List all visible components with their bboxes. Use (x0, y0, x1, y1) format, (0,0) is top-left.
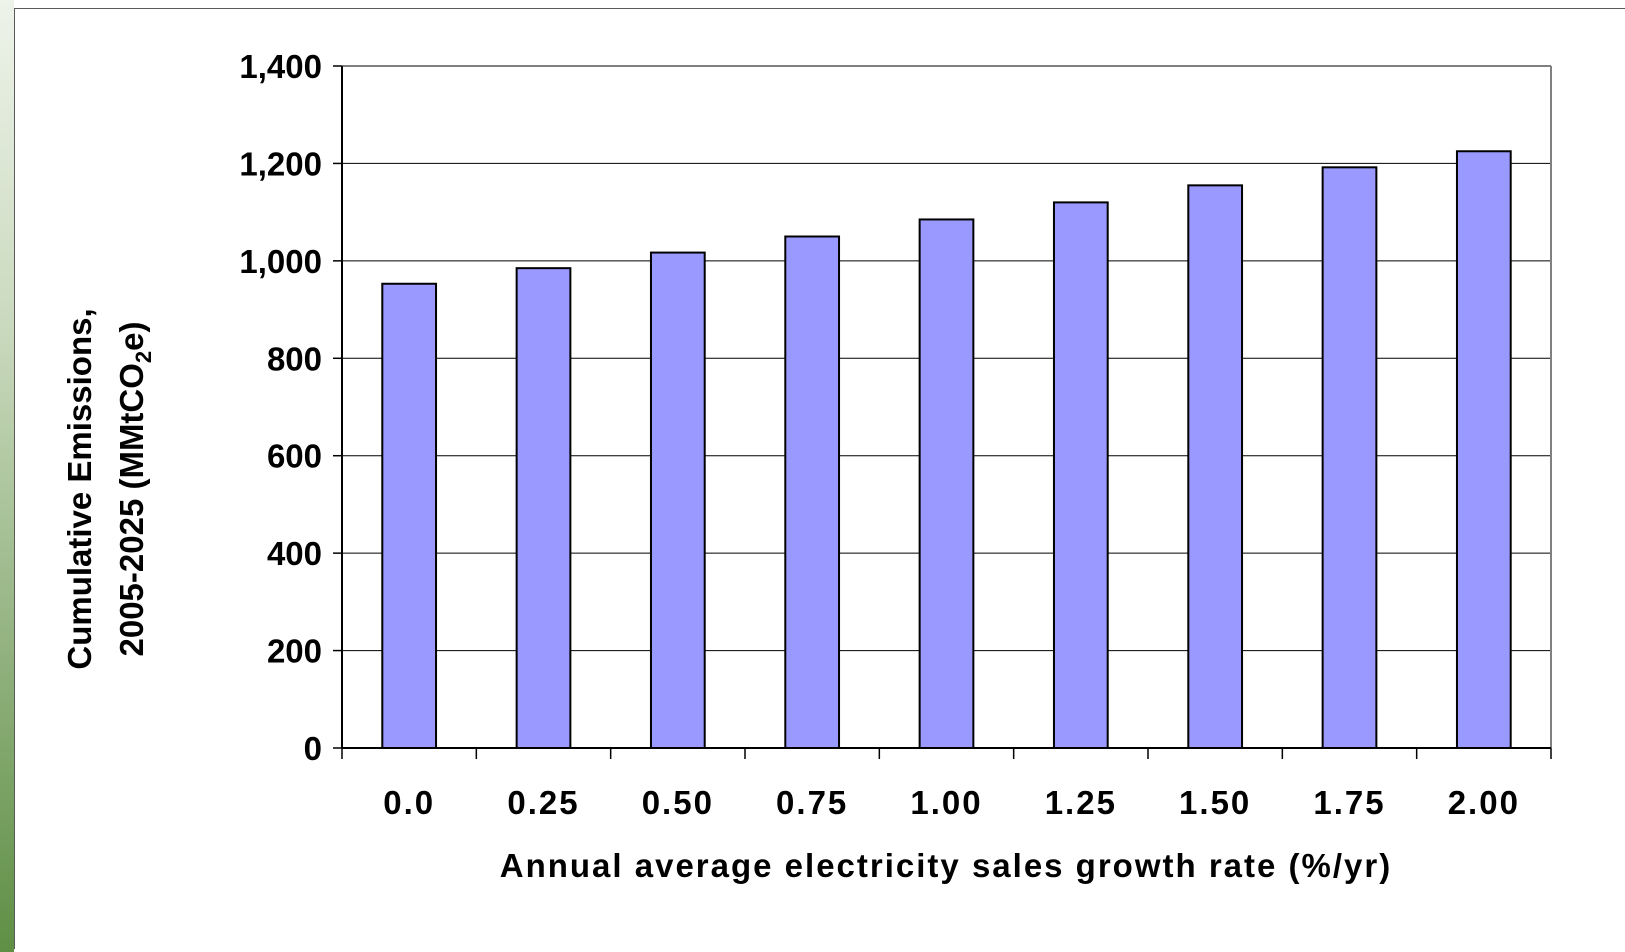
x-tick-label: 1.75 (1313, 784, 1385, 821)
bar (381, 282, 438, 749)
x-tick-label: 1.25 (1045, 784, 1117, 821)
y-tick-label: 0 (304, 730, 322, 767)
y-axis-label-line2-suffix: e) (113, 321, 150, 350)
chart-frame: 0 200 400 600 800 1,000 1,200 1,400 0.0 0.25 0.50… (14, 8, 1625, 949)
decorative-side-stripe (0, 0, 14, 952)
axes (333, 65, 1552, 759)
y-tick-label: 400 (267, 535, 322, 572)
bar (918, 218, 975, 749)
x-tick-label: 1.50 (1179, 784, 1251, 821)
x-tick-label: 0.25 (507, 784, 579, 821)
y-axis-label-line1: Cumulative Emissions, (61, 308, 98, 669)
y-axis-label-line2-prefix: 2005-2025 (MMtCO (113, 363, 150, 656)
y-axis-label-line2: 2005-2025 (MMtCO2e) (113, 321, 156, 656)
x-tick-labels: 0.0 0.25 0.50 0.75 1.00 1.25 1.50 1.75 2.00 (383, 784, 1520, 821)
bar (1455, 150, 1512, 749)
x-tick-label: 0.50 (642, 784, 714, 821)
y-tick-label: 1,000 (239, 243, 322, 280)
y-axis-label-subscript: 2 (131, 351, 156, 363)
bar-chart: 0 200 400 600 800 1,000 1,200 1,400 0.0 0.25 0.50… (61, 48, 1552, 884)
bar (649, 251, 706, 749)
x-tick-label: 2.00 (1448, 784, 1520, 821)
bar (1052, 201, 1109, 749)
y-tick-label: 200 (267, 633, 322, 670)
bar (1187, 184, 1244, 750)
y-tick-label: 800 (267, 340, 322, 377)
y-tick-label: 1,200 (239, 145, 322, 182)
bar (515, 267, 572, 749)
y-axis-label: Cumulative Emissions, 2005-2025 (MMtCO2e… (61, 308, 156, 669)
bar (784, 235, 841, 749)
bars (381, 150, 1512, 750)
y-tick-labels: 0 200 400 600 800 1,000 1,200 1,400 (239, 48, 322, 767)
x-axis-label: Annual average electricity sales growth … (500, 847, 1392, 884)
y-tick-label: 600 (267, 438, 322, 475)
y-tick-label: 1,400 (239, 48, 322, 85)
x-tick-label: 0.0 (383, 784, 435, 821)
x-tick-label: 0.75 (776, 784, 848, 821)
bar (1321, 166, 1378, 749)
x-tick-label: 1.00 (910, 784, 982, 821)
